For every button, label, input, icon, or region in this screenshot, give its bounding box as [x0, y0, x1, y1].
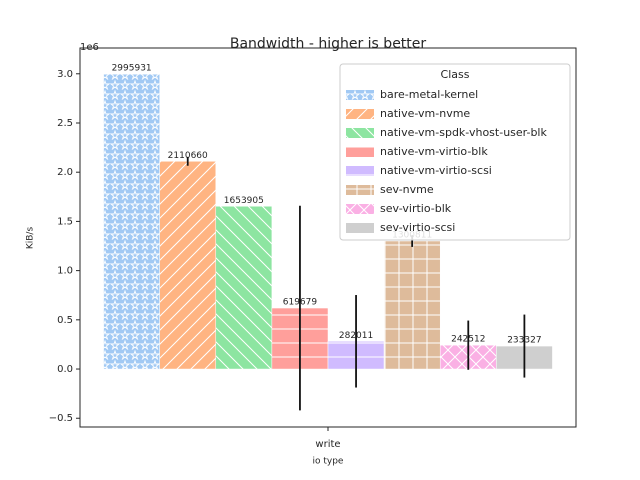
legend-swatch-hatch: [346, 128, 374, 138]
legend-label: native-vm-nvme: [380, 107, 470, 120]
y-axis-label: KiB/s: [26, 227, 36, 250]
bar-hatch: [159, 161, 216, 370]
x-tick-label: write: [315, 439, 340, 450]
x-axis-label: io type: [313, 457, 344, 467]
legend-label: sev-virtio-scsi: [380, 221, 455, 234]
legend-title: Class: [441, 68, 470, 81]
legend: Class bare-metal-kernel native-vm-nvme nati…: [339, 63, 571, 241]
y-tick-label: 1.5: [57, 216, 73, 227]
y-tick-label: 2.5: [57, 118, 73, 129]
y-tick-label: 3.0: [57, 69, 73, 80]
y-tick-label: 0.0: [57, 364, 73, 375]
data-label: 2995931: [112, 64, 152, 74]
legend-label: native-vm-spdk-vhost-user-blk: [380, 126, 547, 139]
bar-hatch: [384, 241, 441, 370]
legend-swatch-hatch: [346, 90, 374, 100]
legend-box: [339, 63, 571, 241]
bar-hatch: [103, 74, 160, 370]
plot-frame: [79, 47, 577, 428]
legend-label: native-vm-virtio-scsi: [380, 164, 492, 177]
legend-swatch-hatch: [346, 166, 374, 176]
legend-swatch-hatch: [346, 204, 374, 214]
legend-label: sev-nvme: [380, 183, 434, 196]
legend-swatch: [346, 223, 374, 233]
data-label: 2110660: [168, 151, 208, 161]
chart-title: Bandwidth - higher is better: [230, 36, 427, 52]
legend-label: native-vm-virtio-blk: [380, 145, 488, 158]
data-label: 1653905: [224, 196, 264, 206]
y-tick-label: −0.5: [49, 413, 73, 424]
legend-label: sev-virtio-blk: [380, 202, 452, 215]
legend-swatch-hatch: [346, 185, 374, 195]
legend-label: bare-metal-kernel: [380, 88, 478, 101]
legend-swatch-hatch: [346, 147, 374, 157]
y-tick-label: 0.5: [57, 315, 73, 326]
y-tick-label: 1.0: [57, 266, 73, 277]
y-tick-label: 2.0: [57, 167, 73, 178]
legend-swatch-hatch: [346, 109, 374, 119]
bar-hatch: [215, 206, 272, 370]
